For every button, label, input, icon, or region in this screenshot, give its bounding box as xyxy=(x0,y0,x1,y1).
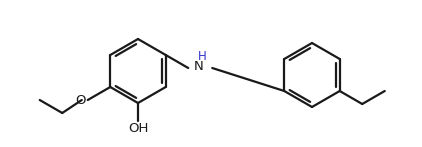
Text: H: H xyxy=(198,50,207,63)
Text: OH: OH xyxy=(128,122,148,135)
Text: O: O xyxy=(75,93,86,106)
Text: N: N xyxy=(193,60,203,72)
